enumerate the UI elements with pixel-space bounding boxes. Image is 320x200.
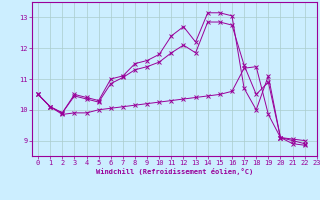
X-axis label: Windchill (Refroidissement éolien,°C): Windchill (Refroidissement éolien,°C) — [96, 168, 253, 175]
